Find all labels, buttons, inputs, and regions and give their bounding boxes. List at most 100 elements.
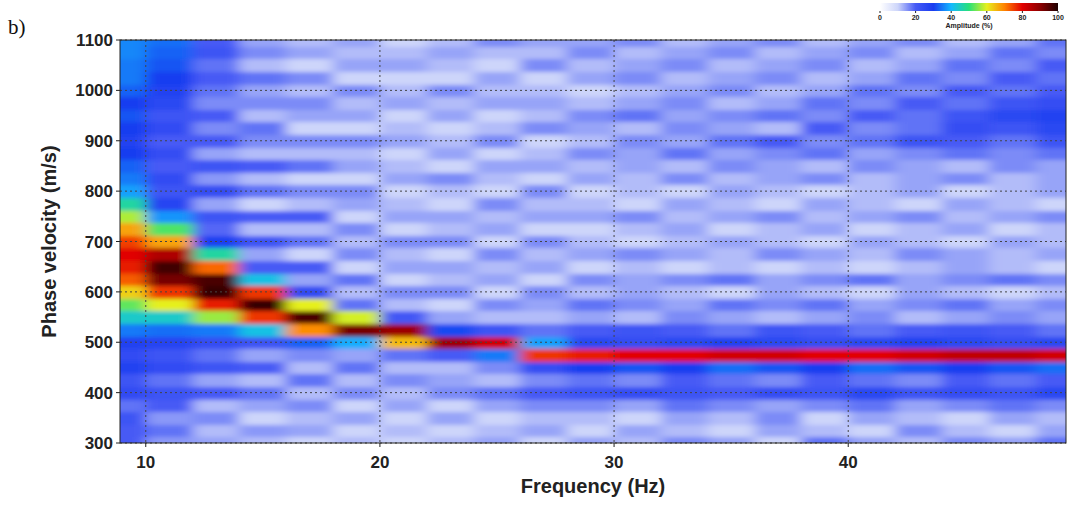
cell xyxy=(146,248,193,261)
cell xyxy=(193,399,240,412)
cell xyxy=(989,197,1036,210)
cell xyxy=(427,46,474,59)
cell xyxy=(286,59,333,72)
colorbar-tick xyxy=(986,11,987,13)
cell xyxy=(380,424,427,437)
cell xyxy=(427,147,474,160)
cell xyxy=(567,160,614,173)
cell xyxy=(942,424,989,437)
colorbar-tick-label: 100 xyxy=(1052,14,1064,21)
cell xyxy=(146,122,193,135)
cell xyxy=(567,260,614,273)
cell xyxy=(1036,172,1066,185)
cell xyxy=(474,59,521,72)
cell xyxy=(239,172,286,185)
cell xyxy=(755,260,802,273)
cell xyxy=(567,40,614,47)
cell xyxy=(146,311,193,324)
colorbar-tick-label: 20 xyxy=(912,14,920,21)
cell xyxy=(942,97,989,110)
x-tick-label: 30 xyxy=(605,453,624,472)
cell xyxy=(848,223,895,236)
cell xyxy=(895,59,942,72)
cell xyxy=(120,286,146,299)
cell xyxy=(474,40,521,47)
cell xyxy=(801,260,848,273)
cell xyxy=(286,260,333,273)
cell xyxy=(801,361,848,374)
y-tick-label: 500 xyxy=(85,333,113,352)
tick xyxy=(116,90,120,91)
cell xyxy=(193,361,240,374)
cell xyxy=(474,311,521,324)
plot-background xyxy=(120,40,1066,443)
cell xyxy=(193,210,240,223)
cell xyxy=(614,412,661,425)
cell xyxy=(427,374,474,387)
cell xyxy=(801,323,848,336)
cell xyxy=(333,223,380,236)
cell xyxy=(614,298,661,311)
cell xyxy=(567,298,614,311)
cell xyxy=(120,235,146,248)
cell xyxy=(193,311,240,324)
cell xyxy=(239,424,286,437)
cell xyxy=(848,298,895,311)
cell xyxy=(942,109,989,122)
cell xyxy=(146,298,193,311)
cell xyxy=(755,424,802,437)
cell xyxy=(286,46,333,59)
cell xyxy=(942,210,989,223)
cell xyxy=(193,197,240,210)
cell xyxy=(895,323,942,336)
cell xyxy=(380,97,427,110)
cell xyxy=(848,122,895,135)
cell xyxy=(567,223,614,236)
cell xyxy=(193,122,240,135)
cell xyxy=(380,40,427,47)
cell xyxy=(755,273,802,286)
cell xyxy=(146,97,193,110)
cell xyxy=(380,122,427,135)
cell xyxy=(520,374,567,387)
cell xyxy=(708,399,755,412)
cell xyxy=(380,248,427,261)
cell xyxy=(755,349,802,362)
cell xyxy=(614,147,661,160)
cell xyxy=(286,298,333,311)
cell xyxy=(120,311,146,324)
cell xyxy=(755,412,802,425)
cell xyxy=(120,223,146,236)
cell xyxy=(286,273,333,286)
cell xyxy=(427,311,474,324)
tick xyxy=(614,443,615,447)
cell xyxy=(801,147,848,160)
cell xyxy=(801,109,848,122)
cell xyxy=(427,298,474,311)
cell xyxy=(942,160,989,173)
cell xyxy=(146,71,193,84)
cell xyxy=(333,349,380,362)
cell xyxy=(1036,361,1066,374)
cell xyxy=(989,412,1036,425)
cell xyxy=(193,59,240,72)
cell xyxy=(567,349,614,362)
cell xyxy=(614,437,661,443)
cell xyxy=(1036,160,1066,173)
cell xyxy=(380,273,427,286)
cell xyxy=(989,248,1036,261)
cell xyxy=(895,437,942,443)
cell xyxy=(520,59,567,72)
cell xyxy=(801,311,848,324)
cell xyxy=(286,374,333,387)
cell xyxy=(520,223,567,236)
cell xyxy=(427,349,474,362)
cell xyxy=(146,40,193,47)
cell xyxy=(567,97,614,110)
cell xyxy=(801,223,848,236)
cell xyxy=(520,46,567,59)
tick xyxy=(116,342,120,343)
grid-line xyxy=(120,342,1066,343)
cell xyxy=(520,424,567,437)
cell xyxy=(286,424,333,437)
